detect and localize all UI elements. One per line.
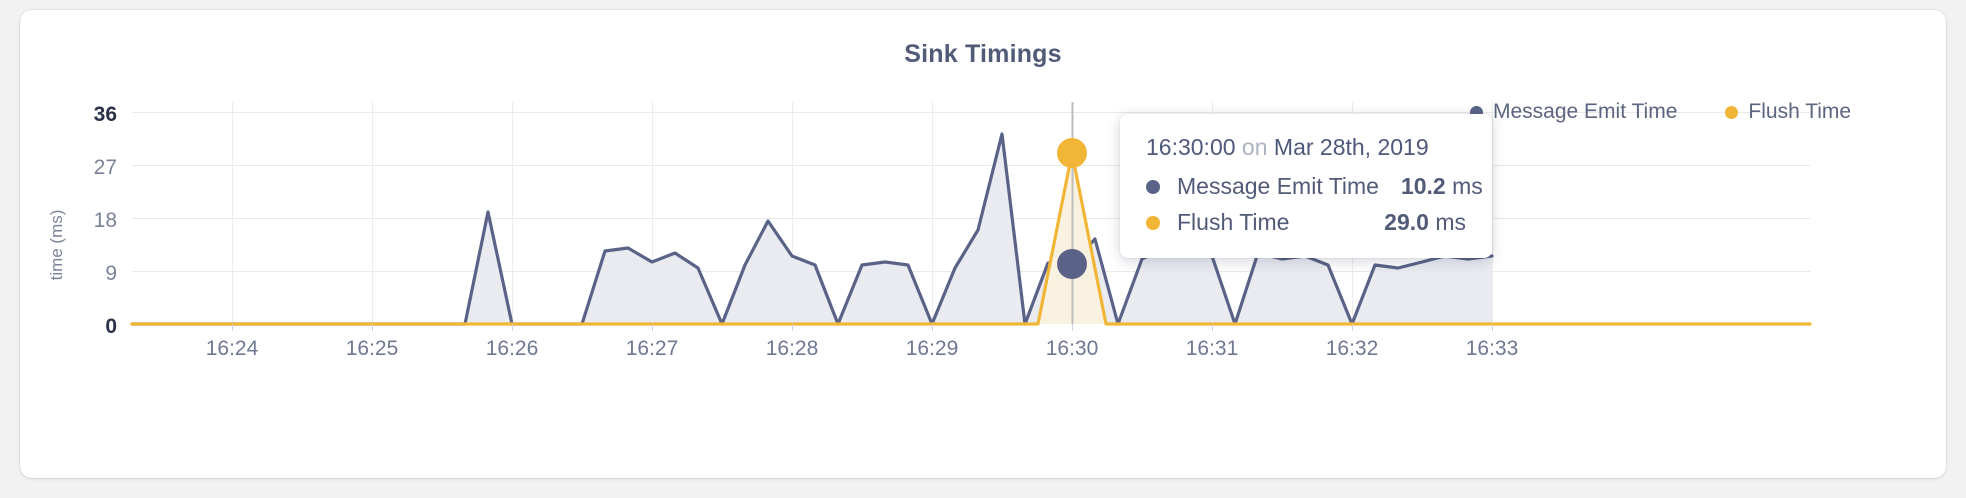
- legend-label-emit: Message Emit Time: [1493, 100, 1678, 123]
- x-tick-9: 16:33: [1466, 337, 1519, 360]
- y-tick-0: 0: [105, 315, 117, 338]
- tooltip-unit-emit: ms: [1452, 173, 1483, 199]
- x-tick-1: 16:25: [346, 337, 399, 360]
- x-tick-4: 16:28: [766, 337, 819, 360]
- x-tick-2: 16:26: [486, 337, 539, 360]
- tooltip-connector: on: [1241, 134, 1268, 160]
- x-tick-8: 16:32: [1326, 337, 1379, 360]
- x-tick-7: 16:31: [1186, 337, 1239, 360]
- plot-area[interactable]: 36 27 18 9 0 time (ms): [20, 10, 1946, 478]
- tooltip-date: Mar 28th, 2019: [1273, 134, 1429, 160]
- legend-label-flush: Flush Time: [1748, 100, 1852, 123]
- y-tick-27: 27: [94, 156, 117, 179]
- tooltip-unit-flush: ms: [1435, 209, 1466, 235]
- chart-legend[interactable]: Message Emit Time Flush Time: [1470, 100, 1851, 124]
- x-tick-6: 16:30: [1046, 337, 1099, 360]
- tooltip-label-flush: Flush Time: [1177, 209, 1290, 235]
- legend-dot-icon: [1725, 105, 1739, 119]
- x-tick-3: 16:27: [626, 337, 679, 360]
- tooltip-dot-icon: [1146, 215, 1160, 230]
- x-tickmarks: [232, 324, 1493, 331]
- legend-item-flush-time[interactable]: Flush Time: [1725, 100, 1851, 124]
- tooltip-row-emit: Message Emit Time 10.2 ms: [1146, 173, 1483, 200]
- x-tick-0: 16:24: [206, 337, 259, 360]
- chart-svg[interactable]: 36 27 18 9 0 time (ms): [20, 10, 1946, 478]
- y-tick-36: 36: [94, 103, 117, 126]
- y-axis-labels: 36 27 18 9 0: [94, 103, 117, 338]
- hover-marker-flush: [1057, 138, 1087, 168]
- tooltip-value-emit: 10.2 ms: [1400, 173, 1483, 199]
- hover-marker-emit: [1057, 249, 1087, 279]
- tooltip-dot-icon: [1146, 179, 1160, 194]
- legend-item-message-emit-time[interactable]: Message Emit Time: [1470, 100, 1677, 124]
- tooltip-row-flush: Flush Time 29.0 ms: [1146, 209, 1466, 236]
- x-axis-labels: 16:24 16:25 16:26 16:27 16:28 16:29 16:3…: [206, 337, 1519, 360]
- tooltip-time: 16:30:00: [1146, 134, 1236, 160]
- y-tick-18: 18: [94, 209, 117, 232]
- y-axis-title: time (ms): [47, 210, 66, 281]
- page-title: Sink Timings: [904, 40, 1062, 68]
- y-tick-9: 9: [105, 262, 117, 285]
- hover-tooltip: 16:30:00 on Mar 28th, 2019 Message Emit …: [1120, 114, 1492, 258]
- chart-card: Sink Timings: [20, 10, 1946, 478]
- tooltip-label-emit: Message Emit Time: [1177, 173, 1379, 199]
- tooltip-value-flush: 29.0 ms: [1384, 209, 1466, 235]
- tooltip-header: 16:30:00 on Mar 28th, 2019: [1146, 134, 1466, 161]
- x-tick-5: 16:29: [906, 337, 959, 360]
- series-emit-area: [132, 134, 1492, 324]
